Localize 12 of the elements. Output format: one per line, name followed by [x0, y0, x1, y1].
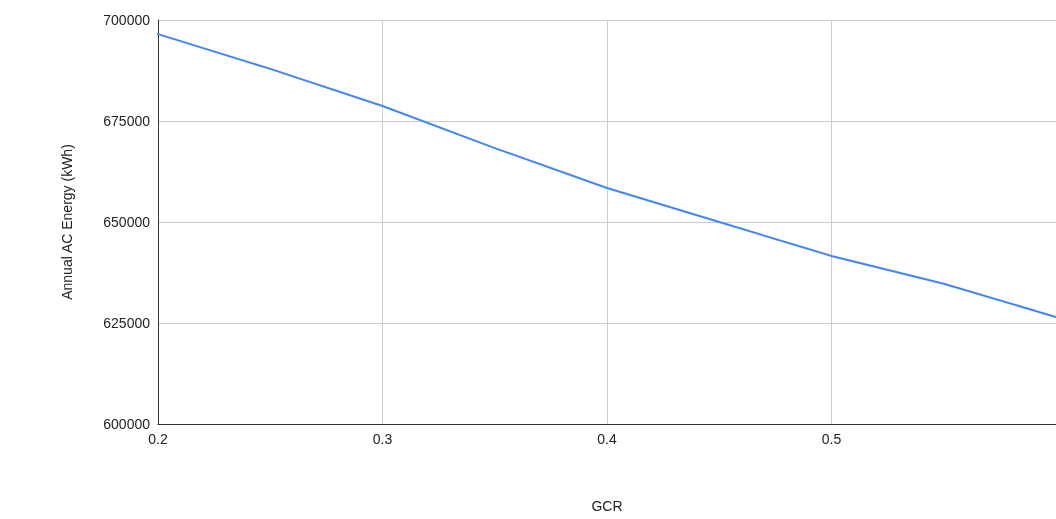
- y-tick-label: 650000: [103, 214, 151, 230]
- y-tick-label: 600000: [103, 416, 151, 432]
- y-tick-label: 675000: [103, 113, 151, 129]
- y-tick-label: 700000: [103, 12, 151, 28]
- y-tick-label: 625000: [103, 315, 151, 331]
- x-tick-label: 0.5: [821, 431, 842, 447]
- x-axis-title: GCR: [591, 498, 623, 514]
- x-tick-label: 0.3: [372, 431, 393, 447]
- x-tick-label: 0.4: [597, 431, 617, 447]
- line-series: [157, 33, 1056, 318]
- y-axis-title: Annual AC Energy (kWh): [59, 144, 75, 300]
- x-tick-label: 0.2: [148, 431, 168, 447]
